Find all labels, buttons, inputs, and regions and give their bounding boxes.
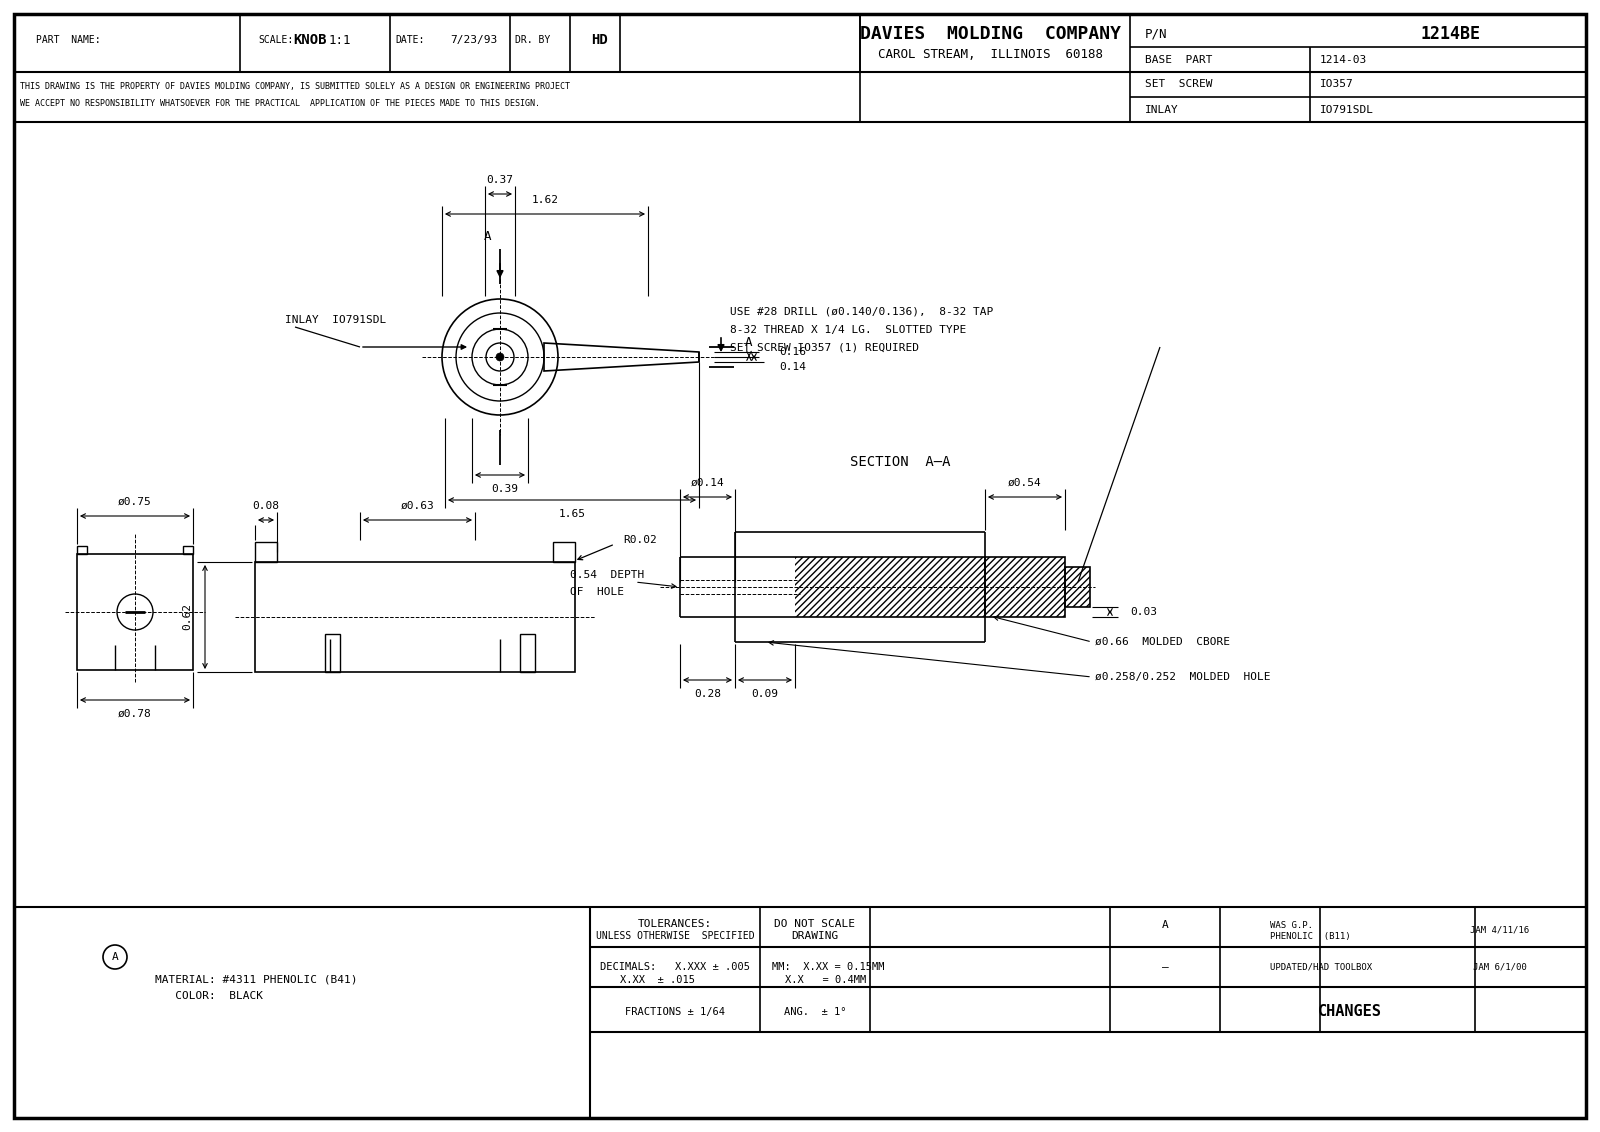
Text: 0.14: 0.14: [779, 362, 806, 372]
Text: DATE:: DATE:: [395, 35, 424, 45]
Text: 0.09: 0.09: [752, 689, 779, 698]
Text: 0.37: 0.37: [486, 175, 514, 185]
Text: DAVIES  MOLDING  COMPANY: DAVIES MOLDING COMPANY: [859, 25, 1120, 43]
Text: X.XX  ± .015: X.XX ± .015: [621, 975, 694, 985]
Text: OF  HOLE: OF HOLE: [570, 588, 624, 597]
Bar: [254, 561, 574, 672]
Text: USE #28 DRILL (ø0.140/0.136),  8-32 TAP: USE #28 DRILL (ø0.140/0.136), 8-32 TAP: [730, 307, 994, 317]
Text: DECIMALS:   X.XXX ± .005: DECIMALS: X.XXX ± .005: [600, 962, 750, 972]
Text: 0.03: 0.03: [1130, 607, 1157, 617]
Text: SECTION  A–A: SECTION A–A: [850, 455, 950, 469]
Bar: [1066, 567, 1090, 607]
Text: DR. BY: DR. BY: [515, 35, 550, 45]
Text: A: A: [112, 952, 118, 962]
Bar: [77, 546, 86, 554]
Text: WAS G.P.: WAS G.P.: [1270, 920, 1314, 929]
Text: TOLERANCES:: TOLERANCES:: [638, 919, 712, 929]
Text: ø0.258/0.252  MOLDED  HOLE: ø0.258/0.252 MOLDED HOLE: [1094, 672, 1270, 681]
Text: SCALE:: SCALE:: [258, 35, 293, 45]
Text: ANG.  ± 1°: ANG. ± 1°: [784, 1007, 846, 1017]
Text: IO791SDL: IO791SDL: [1320, 105, 1374, 115]
Text: UPDATED/HAD TOOLBOX: UPDATED/HAD TOOLBOX: [1270, 962, 1373, 971]
Text: 0.39: 0.39: [491, 484, 518, 494]
Bar: [554, 542, 574, 561]
Text: INLAY  IO791SDL: INLAY IO791SDL: [285, 315, 386, 325]
Text: ø0.54: ø0.54: [1008, 478, 1042, 488]
Bar: [986, 557, 1066, 617]
Text: SET SCREW IO357 (1) REQUIRED: SET SCREW IO357 (1) REQUIRED: [730, 343, 918, 353]
Bar: [254, 542, 277, 561]
Circle shape: [496, 353, 504, 361]
Text: MM:  X.XX = 0.15MM: MM: X.XX = 0.15MM: [771, 962, 885, 972]
Text: FRACTIONS ± 1/64: FRACTIONS ± 1/64: [626, 1007, 725, 1017]
Text: MATERIAL: #4311 PHENOLIC (B41): MATERIAL: #4311 PHENOLIC (B41): [155, 974, 357, 984]
Bar: [182, 546, 194, 554]
Text: 7/23/93: 7/23/93: [450, 35, 498, 45]
Text: ø0.75: ø0.75: [118, 497, 152, 507]
Text: A: A: [746, 335, 752, 349]
Text: CAROL STREAM,  ILLINOIS  60188: CAROL STREAM, ILLINOIS 60188: [877, 48, 1102, 60]
Text: ø0.78: ø0.78: [118, 709, 152, 719]
Text: COLOR:  BLACK: COLOR: BLACK: [155, 990, 262, 1001]
Text: KNOB: KNOB: [293, 33, 326, 48]
Text: DO NOT SCALE: DO NOT SCALE: [774, 919, 856, 929]
Text: –: –: [1162, 962, 1168, 972]
Text: PART  NAME:: PART NAME:: [35, 35, 101, 45]
Text: 1.62: 1.62: [531, 195, 558, 205]
Text: JAM 4/11/16: JAM 4/11/16: [1470, 926, 1530, 935]
Text: IO357: IO357: [1320, 79, 1354, 89]
Text: 1214BE: 1214BE: [1421, 25, 1480, 43]
Text: DRAWING: DRAWING: [792, 931, 838, 941]
Bar: [795, 557, 986, 617]
Text: 1214-03: 1214-03: [1320, 55, 1368, 65]
Text: A: A: [1162, 920, 1168, 931]
Text: 0.28: 0.28: [694, 689, 722, 698]
Text: 0.54  DEPTH: 0.54 DEPTH: [570, 571, 645, 580]
Text: INLAY: INLAY: [1146, 105, 1179, 115]
Text: BASE  PART: BASE PART: [1146, 55, 1213, 65]
Bar: [520, 634, 534, 672]
Bar: [325, 634, 339, 672]
Text: 0.16: 0.16: [779, 348, 806, 357]
Text: 8-32 THREAD X 1/4 LG.  SLOTTED TYPE: 8-32 THREAD X 1/4 LG. SLOTTED TYPE: [730, 325, 966, 335]
Text: ø0.14: ø0.14: [691, 478, 725, 488]
Text: R0.02: R0.02: [622, 535, 658, 544]
Text: ø0.63: ø0.63: [400, 501, 434, 511]
Text: CHANGES: CHANGES: [1318, 1004, 1382, 1020]
Text: UNLESS OTHERWISE  SPECIFIED: UNLESS OTHERWISE SPECIFIED: [595, 931, 754, 941]
Text: HD: HD: [592, 33, 608, 48]
Bar: [77, 554, 194, 670]
Text: THIS DRAWING IS THE PROPERTY OF DAVIES MOLDING COMPANY, IS SUBMITTED SOLELY AS A: THIS DRAWING IS THE PROPERTY OF DAVIES M…: [19, 82, 570, 91]
Text: JAM 6/1/00: JAM 6/1/00: [1474, 962, 1526, 971]
Text: 0.08: 0.08: [253, 501, 280, 511]
Text: 0.62: 0.62: [182, 603, 192, 631]
Text: SET  SCREW: SET SCREW: [1146, 79, 1213, 89]
Text: PHENOLIC  (B11): PHENOLIC (B11): [1270, 932, 1350, 941]
Bar: [986, 557, 1066, 617]
Text: 1.65: 1.65: [558, 509, 586, 518]
Text: WE ACCEPT NO RESPONSIBILITY WHATSOEVER FOR THE PRACTICAL  APPLICATION OF THE PIE: WE ACCEPT NO RESPONSIBILITY WHATSOEVER F…: [19, 100, 541, 109]
Text: ø0.66  MOLDED  CBORE: ø0.66 MOLDED CBORE: [1094, 637, 1230, 648]
Text: A: A: [485, 231, 491, 243]
Text: 1:1: 1:1: [328, 34, 352, 46]
Bar: [1066, 567, 1090, 607]
Text: X.X   = 0.4MM: X.X = 0.4MM: [786, 975, 866, 985]
Text: P/N: P/N: [1146, 27, 1168, 41]
